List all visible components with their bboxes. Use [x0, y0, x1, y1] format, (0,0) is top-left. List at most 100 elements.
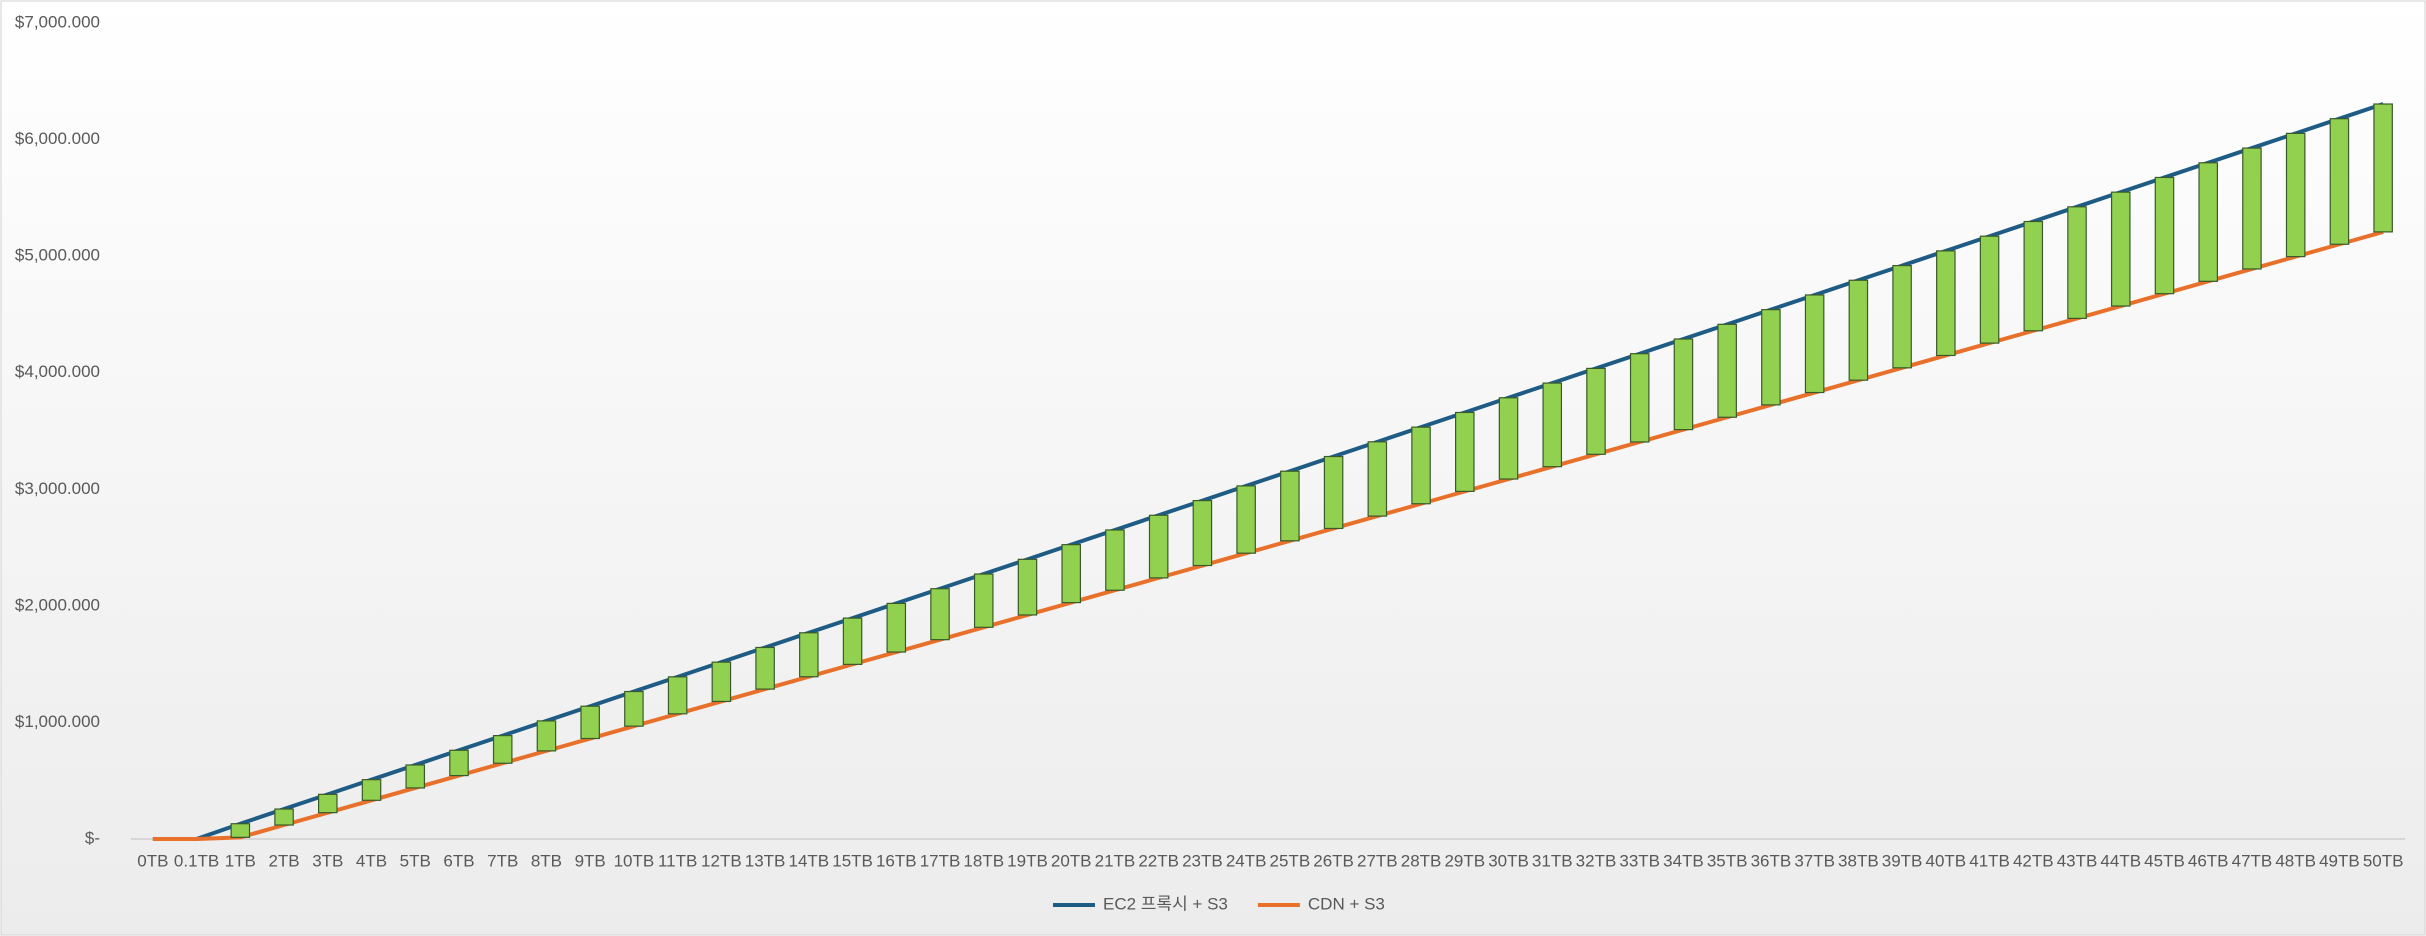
x-tick-label: 40TB: [1926, 851, 1967, 870]
y-tick-label: $1,000.000: [15, 712, 100, 731]
x-tick-label: 35TB: [1707, 851, 1748, 870]
up-down-bar: [1542, 382, 1563, 468]
x-tick-label: 31TB: [1532, 851, 1573, 870]
x-tick-label: 3TB: [312, 851, 343, 870]
up-down-bar: [1017, 558, 1038, 616]
x-tick-label: 34TB: [1663, 851, 1704, 870]
y-tick-label: $3,000.000: [15, 479, 100, 498]
x-tick-label: 30TB: [1488, 851, 1529, 870]
up-down-bar: [1498, 397, 1519, 480]
up-down-bar: [449, 749, 469, 777]
x-tick-label: 17TB: [920, 851, 961, 870]
x-tick-label: 27TB: [1357, 851, 1398, 870]
up-down-bar: [1717, 323, 1737, 418]
x-tick-label: 48TB: [2275, 851, 2316, 870]
x-tick-label: 8TB: [531, 851, 562, 870]
x-tick-label: 44TB: [2100, 851, 2141, 870]
up-down-bar: [2242, 147, 2262, 270]
up-down-bar: [711, 661, 732, 703]
x-tick-label: 20TB: [1051, 851, 1092, 870]
y-tick-label: $6,000.000: [15, 129, 100, 148]
up-down-bar: [492, 735, 513, 764]
up-down-bar: [1586, 367, 1606, 455]
x-tick-label: 9TB: [575, 851, 606, 870]
x-tick-label: 1TB: [225, 851, 256, 870]
up-down-bar: [1455, 411, 1475, 492]
up-down-bar: [2110, 191, 2131, 307]
up-down-bar: [1061, 544, 1081, 604]
up-down-bar: [1192, 499, 1213, 567]
up-down-bar: [1323, 455, 1344, 530]
up-down-bar: [1411, 426, 1431, 505]
x-tick-label: 50TB: [2363, 851, 2404, 870]
y-tick-label: $7,000.000: [15, 12, 100, 31]
y-tick-label: $4,000.000: [15, 362, 100, 381]
up-down-bar: [755, 646, 775, 690]
x-tick-label: 18TB: [963, 851, 1004, 870]
up-down-bar: [1979, 235, 2000, 344]
up-down-bar: [2329, 118, 2350, 245]
up-down-bar: [930, 588, 950, 641]
up-down-bar: [2198, 162, 2218, 282]
y-tick-label: $2,000.000: [15, 595, 100, 614]
up-down-bar: [1105, 529, 1125, 591]
up-down-bar: [1673, 338, 1694, 431]
x-tick-label: 39TB: [1882, 851, 1923, 870]
up-down-bar: [1761, 309, 1781, 406]
x-tick-label: 5TB: [400, 851, 431, 870]
x-tick-label: 7TB: [487, 851, 518, 870]
up-down-bar: [667, 676, 688, 715]
x-tick-label: 42TB: [2013, 851, 2054, 870]
up-down-bar: [1367, 441, 1388, 517]
up-down-bar: [405, 764, 426, 789]
x-tick-label: 14TB: [789, 851, 830, 870]
x-tick-label: 36TB: [1751, 851, 1792, 870]
x-tick-label: 38TB: [1838, 851, 1879, 870]
up-down-bar: [274, 808, 294, 826]
up-down-bar: [842, 617, 863, 665]
up-down-bar: [1936, 250, 1956, 357]
x-tick-label: 23TB: [1182, 851, 1223, 870]
y-tick-label: $-: [85, 828, 100, 847]
x-tick-label: 22TB: [1138, 851, 1179, 870]
x-tick-label: 37TB: [1794, 851, 1835, 870]
up-down-bar: [1148, 514, 1169, 579]
x-tick-label: 29TB: [1444, 851, 1485, 870]
up-down-bar: [580, 705, 600, 740]
x-tick-label: 32TB: [1576, 851, 1617, 870]
series-line: [152, 102, 2384, 841]
x-tick-label: 10TB: [614, 851, 655, 870]
x-tick-label: 43TB: [2057, 851, 2098, 870]
up-down-bar: [1804, 294, 1825, 394]
x-tick-label: 46TB: [2188, 851, 2229, 870]
up-down-bar: [1629, 353, 1650, 443]
up-down-bar: [886, 602, 907, 653]
y-tick-label: $5,000.000: [15, 246, 100, 265]
x-tick-label: 13TB: [745, 851, 786, 870]
x-tick-label: 24TB: [1226, 851, 1267, 870]
x-tick-label: 6TB: [443, 851, 474, 870]
up-down-bar: [1280, 470, 1300, 542]
x-tick-label: 45TB: [2144, 851, 2185, 870]
up-down-bar: [2373, 103, 2393, 233]
up-down-bar: [361, 779, 382, 801]
up-down-bar: [2285, 132, 2306, 258]
up-down-bar: [2154, 176, 2175, 295]
x-tick-label: 49TB: [2319, 851, 2360, 870]
up-down-bar: [973, 573, 994, 628]
up-down-bar: [1236, 485, 1256, 554]
up-down-bar: [230, 823, 251, 838]
x-tick-label: 2TB: [268, 851, 299, 870]
up-down-bar: [536, 720, 557, 752]
x-tick-label: 16TB: [876, 851, 917, 870]
up-down-bar: [2067, 206, 2087, 319]
up-down-bar: [624, 690, 644, 727]
up-down-bar: [1848, 279, 1869, 381]
x-tick-label: 12TB: [701, 851, 742, 870]
up-down-bar: [318, 793, 338, 814]
x-tick-label: 26TB: [1313, 851, 1354, 870]
x-tick-label: 0TB: [137, 851, 168, 870]
